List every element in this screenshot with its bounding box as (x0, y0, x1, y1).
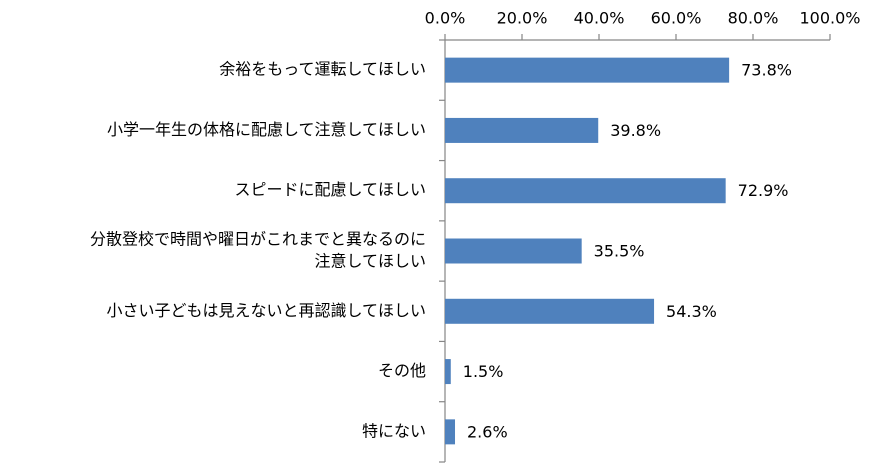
category-labels: 余裕をもって運転してほしい小学一年生の体格に配慮して注意してほしいスピードに配慮… (90, 60, 426, 441)
axes (439, 34, 831, 463)
data-label: 2.6% (467, 422, 508, 441)
bar (445, 117, 599, 143)
data-label: 1.5% (463, 362, 504, 381)
bar (445, 178, 726, 204)
x-tick-label: 0.0% (425, 9, 466, 28)
category-label: その他 (378, 361, 426, 380)
category-label: 余裕をもって運転してほしい (219, 60, 426, 79)
category-label: 分散登校で時間や曜日がこれまでと異なるのに (90, 230, 426, 249)
category-label: 小さい子どもは見えないと再認識してほしい (106, 301, 426, 320)
data-label: 39.8% (610, 121, 661, 140)
bar (445, 359, 451, 385)
data-label: 35.5% (594, 242, 645, 261)
x-tick-labels: 0.0% 20.0% 40.0% 60.0% 80.0% 100.0% (425, 9, 861, 28)
category-label: 特にない (362, 421, 426, 440)
data-label: 73.8% (741, 61, 792, 80)
data-label: 72.9% (738, 181, 789, 200)
x-tick-label: 40.0% (574, 9, 625, 28)
data-labels: 73.8% 39.8% 72.9% 35.5% 54.3% 1.5% 2.6% (463, 61, 792, 442)
bar (445, 57, 730, 83)
x-tick-label: 80.0% (728, 9, 779, 28)
bars (445, 57, 730, 445)
bar (445, 298, 655, 324)
x-tick-label: 100.0% (799, 9, 860, 28)
x-tick-label: 60.0% (651, 9, 702, 28)
category-label: 小学一年生の体格に配慮して注意してほしい (107, 120, 426, 139)
bar (445, 419, 456, 445)
category-label: 注意してほしい (314, 252, 426, 271)
bar (445, 238, 582, 264)
x-tick-label: 20.0% (497, 9, 548, 28)
data-label: 54.3% (666, 302, 717, 321)
category-label: スピードに配慮してほしい (234, 180, 426, 199)
